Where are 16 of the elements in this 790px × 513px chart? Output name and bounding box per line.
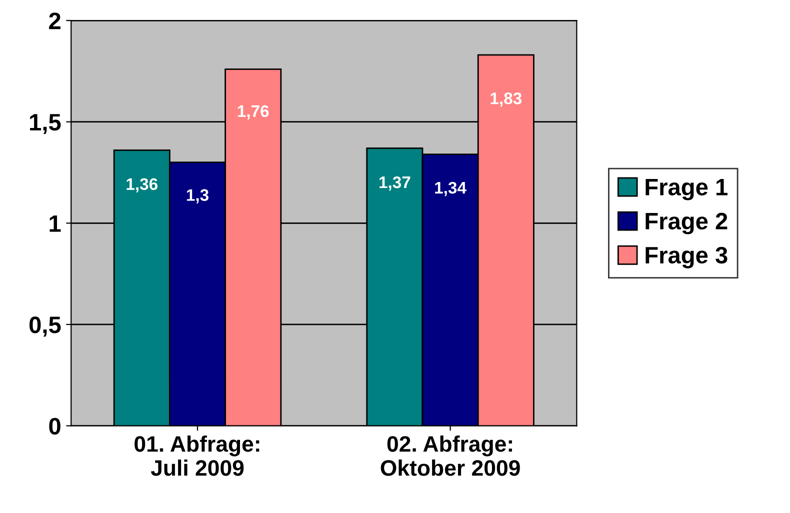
data-label: 1,36 [126, 178, 158, 192]
data-label: 1,37 [380, 176, 410, 191]
y-tick-label: 0 [49, 418, 60, 435]
y-tick-label: 0,5 [29, 316, 61, 337]
y-tick-label: 2 [49, 12, 60, 30]
y-tick-label: 1 [50, 215, 61, 232]
legend-label: Frage 3 [646, 246, 728, 268]
legend-label: Frage 2 [646, 212, 728, 234]
x-tick-label: 02. Abfrage: Oktober 2009 [380, 436, 520, 476]
data-label: 1,3 [186, 189, 208, 204]
legend-label: Frage 1 [646, 178, 728, 200]
y-tick-label: 1,5 [30, 114, 61, 134]
data-label: 1,76 [238, 105, 269, 120]
x-tick-label: 01. Abfrage: Juli 2009 [134, 436, 260, 476]
data-label: 1,83 [490, 92, 522, 107]
data-label: 1,34 [435, 182, 466, 196]
